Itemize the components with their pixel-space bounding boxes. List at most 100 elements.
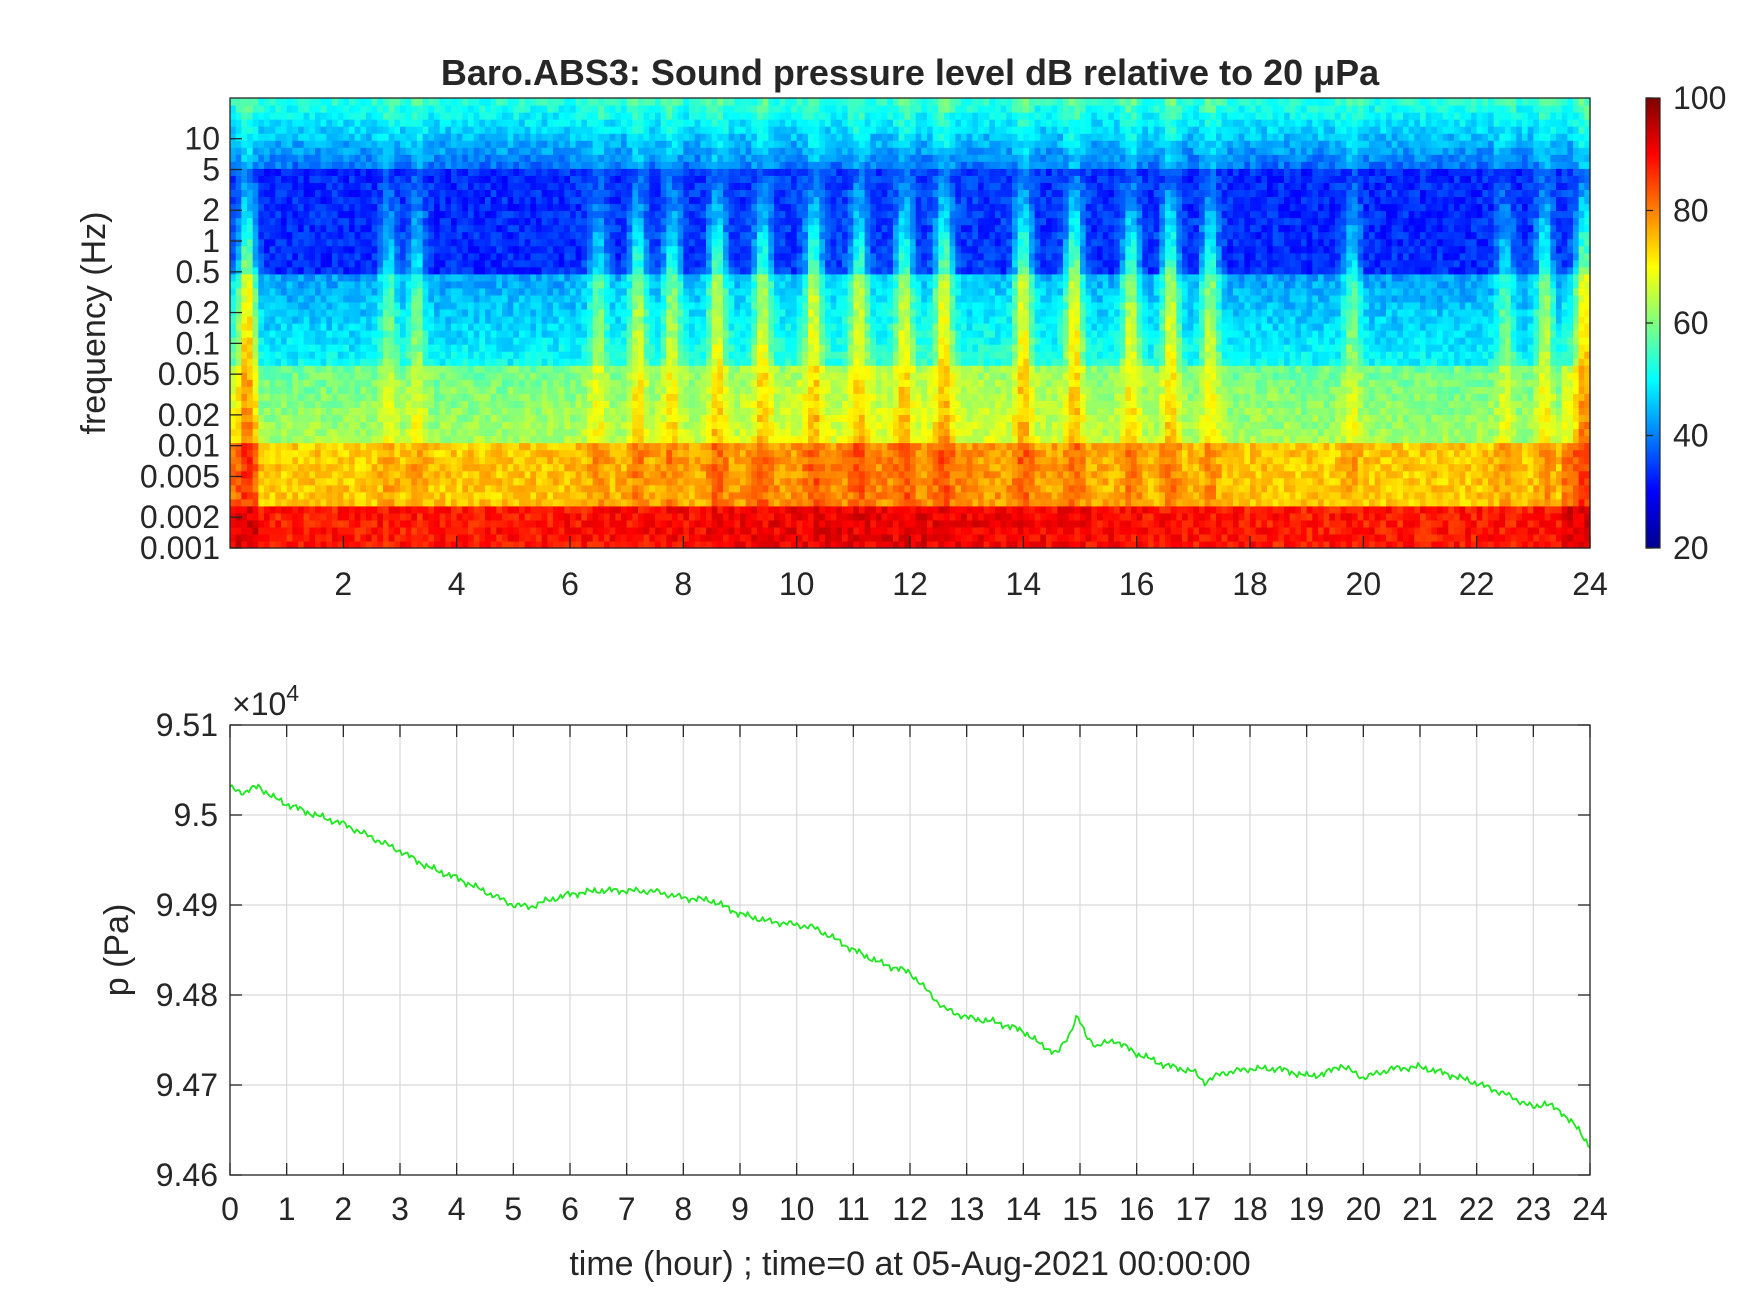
heatmap-cell xyxy=(513,365,520,373)
heatmap-cell xyxy=(468,126,475,134)
heatmap-cell xyxy=(479,358,486,366)
heatmap-cell xyxy=(309,351,316,359)
heatmap-cell xyxy=(655,365,662,373)
heatmap-cell xyxy=(264,386,271,394)
heatmap-cell xyxy=(479,379,486,387)
heatmap-cell xyxy=(456,217,463,226)
heatmap-cell xyxy=(439,400,446,408)
heatmap-cell xyxy=(388,323,395,331)
heatmap-cell xyxy=(558,393,565,401)
heatmap-cell xyxy=(343,449,350,458)
heatmap-cell xyxy=(638,505,645,514)
heatmap-cell xyxy=(496,414,503,423)
heatmap-cell xyxy=(411,414,418,423)
heatmap-cell xyxy=(666,245,673,254)
heatmap-cell xyxy=(360,519,367,528)
heatmap-cell xyxy=(575,372,582,380)
heatmap-cell xyxy=(530,533,537,542)
heatmap-cell xyxy=(292,175,299,183)
heatmap-cell xyxy=(456,147,463,155)
heatmap-cell xyxy=(592,259,599,268)
heatmap-cell xyxy=(343,238,350,247)
heatmap-cell xyxy=(349,238,356,247)
heatmap-cell xyxy=(252,512,259,521)
heatmap-cell xyxy=(417,498,424,507)
heatmap-cell xyxy=(343,330,350,338)
heatmap-cell xyxy=(575,358,582,366)
heatmap-cell xyxy=(604,231,611,240)
heatmap-cell xyxy=(626,301,633,310)
heatmap-cell xyxy=(434,280,441,289)
heatmap-cell xyxy=(235,175,242,183)
heatmap-cell xyxy=(587,105,594,113)
heatmap-cell xyxy=(383,442,390,451)
heatmap-cell xyxy=(462,98,469,106)
heatmap-cell xyxy=(496,344,503,352)
heatmap-cell xyxy=(264,400,271,408)
heatmap-cell xyxy=(252,287,259,296)
heatmap-cell xyxy=(553,133,560,141)
heatmap-cell xyxy=(666,287,673,296)
heatmap-cell xyxy=(524,456,531,465)
heatmap-cell xyxy=(456,161,463,169)
heatmap-cell xyxy=(462,294,469,303)
heatmap-cell xyxy=(360,477,367,486)
heatmap-cell xyxy=(303,273,310,282)
heatmap-cell xyxy=(541,414,548,423)
heatmap-cell xyxy=(490,182,497,191)
heatmap-cell xyxy=(298,245,305,254)
heatmap-cell xyxy=(609,498,616,507)
heatmap-cell xyxy=(485,98,492,106)
heatmap-cell xyxy=(252,154,259,162)
heatmap-cell xyxy=(343,308,350,317)
heatmap-cell xyxy=(349,133,356,141)
heatmap-cell xyxy=(553,365,560,373)
heatmap-cell xyxy=(411,217,418,226)
heatmap-cell xyxy=(575,337,582,345)
heatmap-cell xyxy=(598,245,605,254)
heatmap-cell xyxy=(445,196,452,205)
heatmap-cell xyxy=(292,189,299,198)
heatmap-cell xyxy=(643,323,650,331)
heatmap-cell xyxy=(604,477,611,486)
heatmap-cell xyxy=(354,400,361,408)
heatmap-cell xyxy=(615,484,622,493)
heatmap-cell xyxy=(609,330,616,338)
heatmap-cell xyxy=(264,533,271,542)
heatmap-cell xyxy=(394,414,401,423)
heatmap-cell xyxy=(349,175,356,183)
heatmap-cell xyxy=(434,393,441,401)
heatmap-cell xyxy=(649,266,656,275)
heatmap-cell xyxy=(479,491,486,500)
heatmap-cell xyxy=(298,484,305,493)
heatmap-cell xyxy=(343,498,350,507)
heatmap-cell xyxy=(490,372,497,380)
heatmap-cell xyxy=(439,414,446,423)
heatmap-cell xyxy=(264,126,271,134)
heatmap-cell xyxy=(405,421,412,430)
heatmap-cell xyxy=(383,407,390,416)
heatmap-cell xyxy=(513,344,520,352)
heatmap-cell xyxy=(439,112,446,120)
heatmap-cell xyxy=(230,287,237,296)
heatmap-cell xyxy=(241,351,248,359)
heatmap-cell xyxy=(479,315,486,324)
heatmap-cell xyxy=(609,428,616,437)
heatmap-cell xyxy=(411,266,418,275)
heatmap-cell xyxy=(598,358,605,366)
heatmap-cell xyxy=(281,273,288,282)
heatmap-cell xyxy=(451,540,458,549)
heatmap-cell xyxy=(235,505,242,514)
heatmap-cell xyxy=(320,203,327,212)
heatmap-cell xyxy=(235,456,242,465)
heatmap-cell xyxy=(626,435,633,444)
heatmap-cell xyxy=(292,273,299,282)
heatmap-cell xyxy=(530,105,537,113)
heatmap-cell xyxy=(598,400,605,408)
heatmap-cell xyxy=(405,540,412,549)
heatmap-cell xyxy=(258,140,265,148)
heatmap-cell xyxy=(490,491,497,500)
heatmap-cell xyxy=(507,330,514,338)
heatmap-cell xyxy=(598,421,605,430)
heatmap-cell xyxy=(343,147,350,155)
